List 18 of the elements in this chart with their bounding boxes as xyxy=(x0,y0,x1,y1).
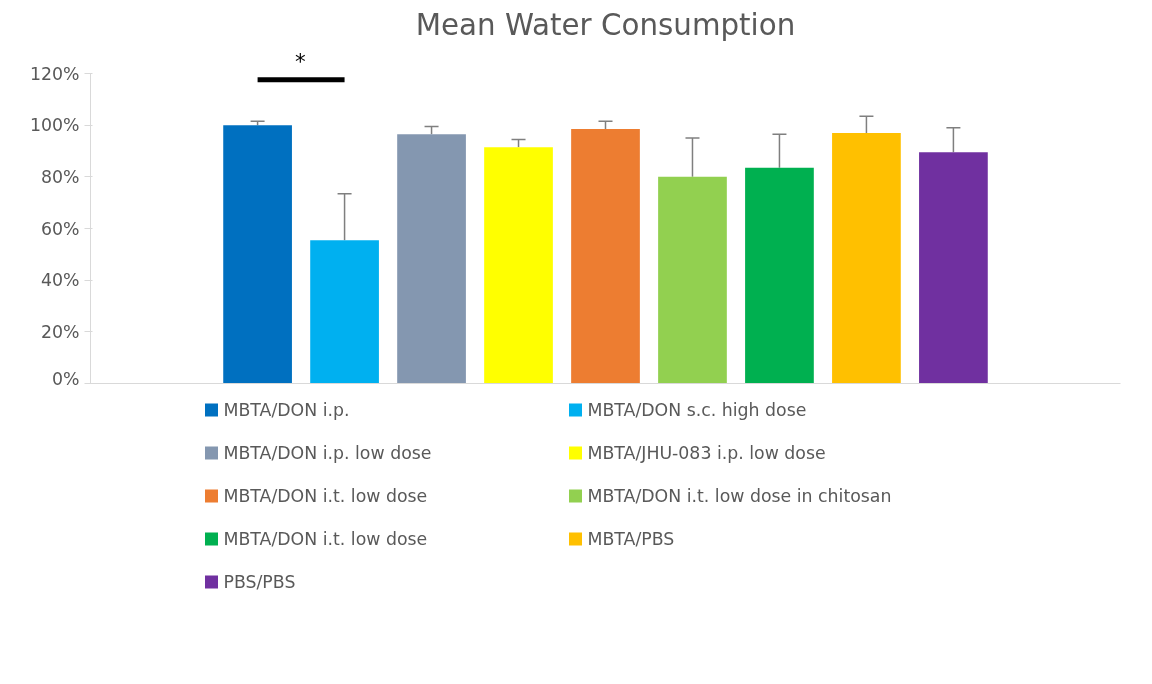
y-tick-label: 60% xyxy=(40,218,80,239)
legend-label: MBTA/DON i.p. low dose xyxy=(223,443,432,463)
y-tick-label: 120% xyxy=(29,63,80,84)
legend-label: MBTA/JHU-083 i.p. low dose xyxy=(587,443,826,463)
y-tick-label: 100% xyxy=(29,115,80,136)
y-tick-label: 20% xyxy=(40,321,80,342)
legend-label: MBTA/DON i.p. xyxy=(223,400,350,420)
legend-label: PBS/PBS xyxy=(223,572,296,592)
legend-label: MBTA/DON s.c. high dose xyxy=(587,400,807,420)
legend-label: MBTA/DON i.t. low dose xyxy=(223,529,428,549)
legend-label: MBTA/PBS xyxy=(587,529,675,549)
legend-label: MBTA/DON i.t. low dose in chitosan xyxy=(587,486,892,506)
text: * xyxy=(295,48,307,74)
chart-title: Mean Water Consumption xyxy=(415,7,796,42)
y-tick-label: 0% xyxy=(52,368,80,389)
legend-label: MBTA/DON i.t. low dose xyxy=(223,486,428,506)
y-tick-label: 80% xyxy=(40,166,80,187)
y-tick-label: 40% xyxy=(40,270,80,291)
